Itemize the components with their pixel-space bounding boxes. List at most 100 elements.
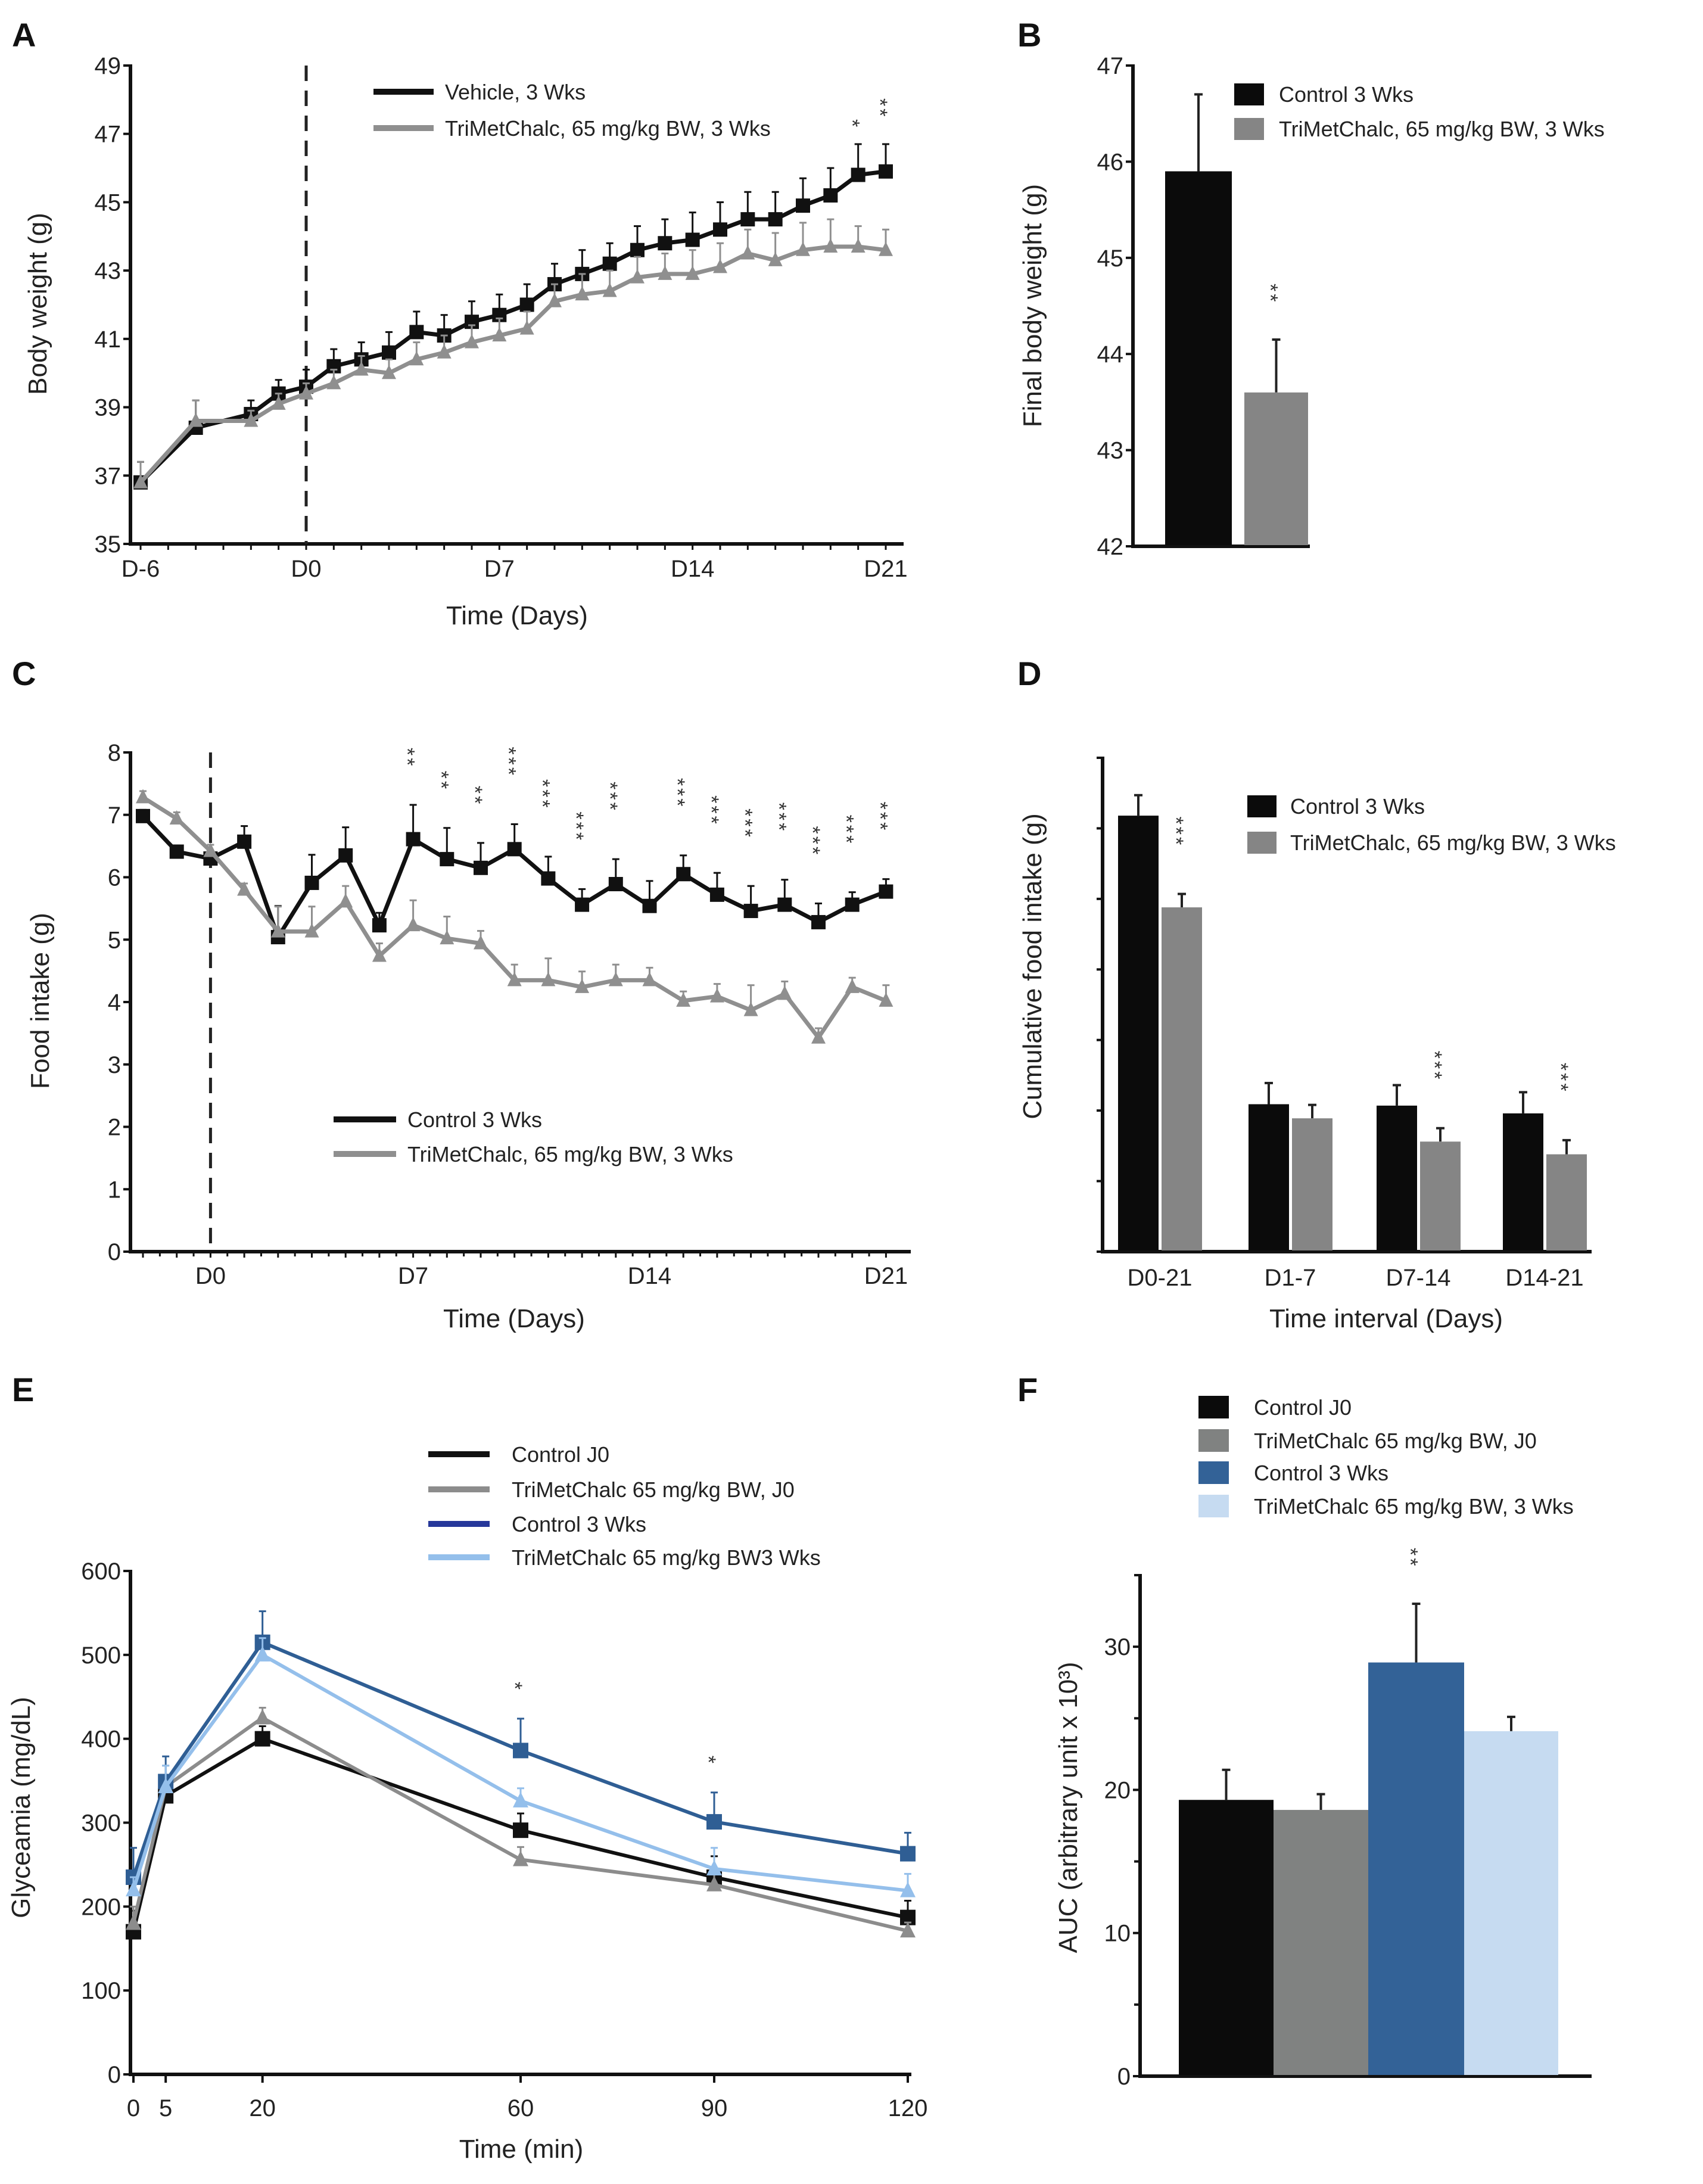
data-point-triangle [547,293,562,307]
y-tick-label: 45 [1097,245,1124,272]
bar [1546,1154,1587,1250]
significance-stars: *** [1549,1063,1572,1094]
data-point-triangle [541,972,556,987]
x-tick-label: D0 [195,1263,226,1289]
y-tick-label: 200 [81,1894,121,1920]
legend-label: Control 3 Wks [407,1107,542,1132]
data-point-square [372,918,387,933]
legend-swatch [1198,1429,1229,1452]
y-tick-label: 0 [108,1239,121,1265]
data-point-triangle [879,992,893,1007]
data-point-triangle [409,351,424,366]
data-point-square [338,848,353,863]
data-point-triangle [658,265,673,280]
series-0 [133,143,893,490]
significance-stars: * [503,1682,526,1692]
significance-stars: *** [666,778,689,809]
bar [1249,1104,1289,1250]
significance-stars: *** [1423,1051,1446,1082]
data-point-square [136,808,150,823]
data-point-triangle [768,251,783,266]
y-tick-label: 0 [1117,2064,1131,2090]
x-tick-label: D21 [864,1263,908,1289]
data-point-triangle [879,241,893,256]
significance-stars: ** [463,786,486,806]
panel-f: F 0 10 20 30 AUC (arbitrary unit x 10³) ** Cont… [1017,1371,1592,2090]
x-tick-label: 20 [249,2095,276,2121]
significance-stars: *** [531,779,553,810]
data-point-triangle [740,245,755,260]
data-point-square [706,1814,722,1830]
y-tick-label: 500 [81,1642,121,1669]
data-point-triangle [642,972,657,987]
x-tick-label: D0 [291,556,321,582]
data-point-triangle [254,1645,270,1662]
bar [1179,1800,1274,2075]
y-tick-label: 10 [1104,1921,1131,1947]
bar [1503,1113,1543,1250]
y-tick-label: 46 [1097,149,1124,175]
bar [1118,816,1159,1250]
data-point-triangle [845,978,860,993]
data-point-square [507,842,522,857]
data-point-triangle [440,930,454,945]
panel-letter: F [1017,1371,1038,1408]
data-point-triangle [169,810,184,825]
data-point-square [768,212,783,227]
data-point-square [676,867,691,882]
data-point-square [845,897,860,912]
data-point-triangle [823,238,838,253]
y-tick-label: 400 [81,1726,121,1753]
legend-swatch [1198,1461,1229,1484]
data-point-triangle [299,385,313,400]
data-point-square [575,897,590,912]
data-point-triangle [608,972,623,987]
data-point-triangle [474,935,488,950]
data-point-square [713,222,727,237]
significance-stars: *** [868,802,891,833]
legend-swatch [1234,118,1264,140]
panel-letter: E [12,1371,34,1408]
significance-stars: * [697,1756,720,1766]
data-point-square [602,256,617,271]
data-point-triangle [158,1777,174,1793]
significance-stars: ** [396,748,419,768]
data-point-triangle [519,320,534,335]
significance-stars: *** [599,782,621,813]
y-tick-label: 47 [1097,53,1124,79]
legend-label: TriMetChalc, 65 mg/kg BW, 3 Wks [445,116,771,141]
significance-stars: *** [700,795,723,826]
data-point-triangle [437,344,452,359]
data-point-triangle [254,1709,270,1725]
data-point-square [743,904,758,919]
category-label: D7-14 [1386,1265,1451,1291]
x-tick-label: 0 [127,2095,140,2121]
legend-label: Control 3 Wks [1290,794,1425,819]
data-point-triangle [706,1859,722,1875]
legend-label: TriMetChalc 65 mg/kg BW3 Wks [512,1545,821,1570]
data-point-triangle [244,412,259,427]
significance-stars: ** [1259,284,1282,304]
y-tick-label: 20 [1104,1777,1131,1803]
x-axis-label: Time (min) [459,2135,584,2164]
data-point-triangle [796,241,810,256]
data-point-triangle [513,1791,528,1807]
y-tick-label: 35 [95,531,122,558]
data-point-square [304,875,319,890]
data-point-triangle [338,893,353,908]
series-1 [133,218,893,489]
y-tick-label: 41 [95,326,122,353]
data-point-square [658,236,673,251]
data-point-triangle [743,1001,758,1016]
y-axis-label: Food intake (g) [26,913,55,1089]
legend-label: Control 3 Wks [1279,82,1414,107]
data-point-triangle [126,1881,141,1897]
data-point-triangle [326,375,341,390]
x-tick-label: 5 [159,2095,172,2121]
y-tick-label: 1 [108,1177,121,1203]
panel-letter: D [1017,655,1041,692]
data-point-square [541,871,556,886]
legend-label: TriMetChalc 65 mg/kg BW, J0 [1254,1429,1537,1453]
